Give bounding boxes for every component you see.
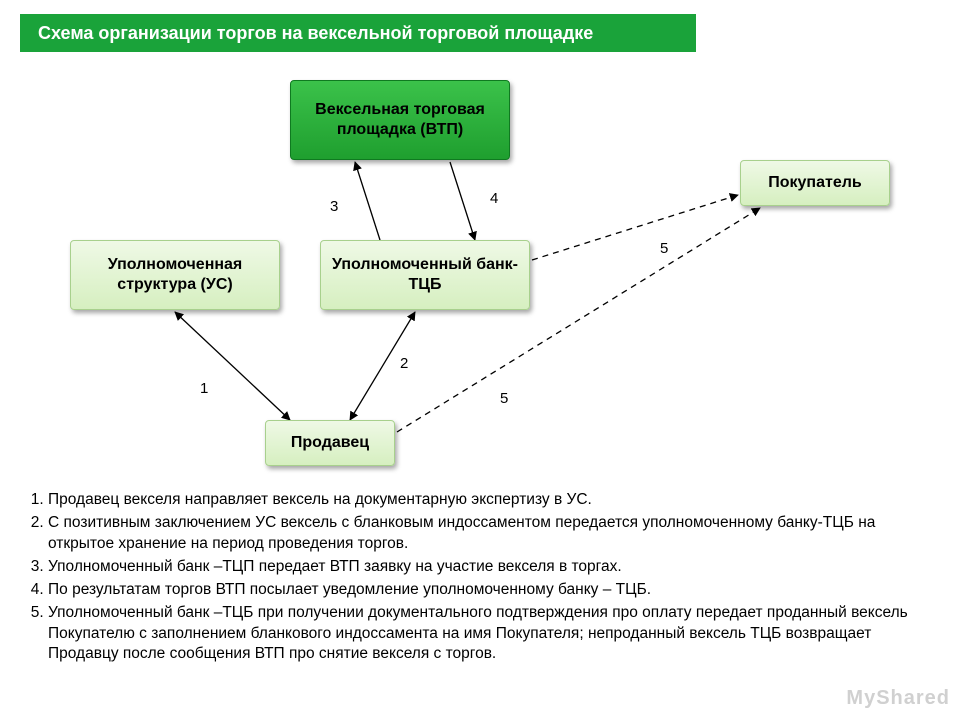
legend-item-5: Уполномоченный банк –ТЦБ при получении д… — [48, 603, 940, 666]
edge-label-e5b: 5 — [500, 390, 508, 407]
legend-item-1: Продавец векселя направляет вексель на д… — [48, 490, 940, 511]
node-buyer: Покупатель — [740, 160, 890, 206]
node-bank: Уполномоченный банк-ТЦБ — [320, 240, 530, 310]
node-seller: Продавец — [265, 420, 395, 466]
edge-label-e5a: 5 — [660, 240, 668, 257]
edge-label-e1: 1 — [200, 380, 208, 397]
node-vtp: Вексельная торговая площадка (ВТП) — [290, 80, 510, 160]
title-text: Схема организации торгов на вексельной т… — [38, 23, 593, 43]
edge-e4 — [450, 162, 475, 240]
edge-e1 — [175, 312, 290, 420]
edge-label-e2: 2 — [400, 355, 408, 372]
legend-item-3: Уполномоченный банк –ТЦП передает ВТП за… — [48, 557, 940, 578]
legend: Продавец векселя направляет вексель на д… — [20, 490, 940, 667]
watermark: MyShared — [846, 687, 950, 710]
legend-item-2: С позитивным заключением УС вексель с бл… — [48, 513, 940, 555]
edge-label-e4: 4 — [490, 190, 498, 207]
node-us: Уполномоченная структура (УС) — [70, 240, 280, 310]
edge-e3 — [355, 162, 380, 240]
edge-e5a — [532, 195, 738, 260]
title-bar: Схема организации торгов на вексельной т… — [20, 14, 696, 52]
edge-label-e3: 3 — [330, 198, 338, 215]
legend-item-4: По результатам торгов ВТП посылает уведо… — [48, 580, 940, 601]
slide: Схема организации торгов на вексельной т… — [0, 0, 960, 720]
